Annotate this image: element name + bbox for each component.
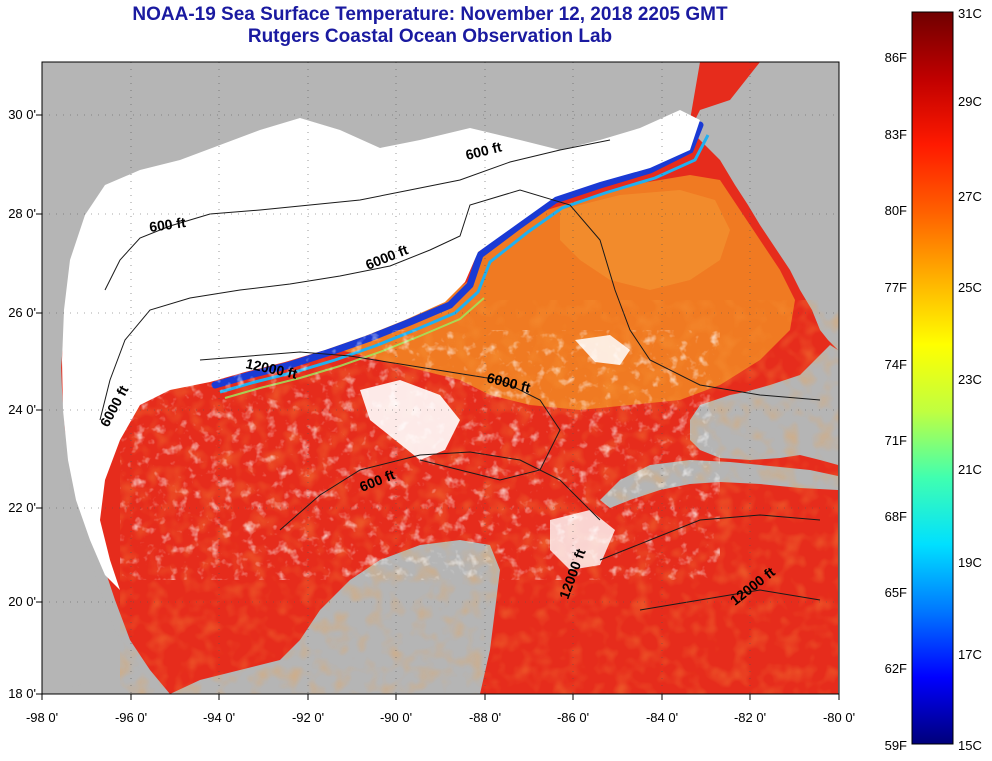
colorbar-c-label: 27C [958, 189, 982, 204]
lat-tick-label: 30 0' [8, 107, 36, 122]
lat-tick-label: 22 0' [8, 500, 36, 515]
lon-tick-label: -90 0' [380, 710, 412, 725]
lat-tick-label: 20 0' [8, 594, 36, 609]
florida-land [690, 62, 838, 350]
warm-orange-region-2 [560, 190, 730, 290]
colorbar-c-label: 29C [958, 94, 982, 109]
title-line-1: NOAA-19 Sea Surface Temperature: Novembe… [132, 4, 728, 25]
contour-6000ft-north [99, 189, 821, 421]
lat-tick-label: 28 0' [8, 206, 36, 221]
lon-tick-label: -84 0' [646, 710, 678, 725]
colorbar-f-label: 80F [885, 203, 907, 218]
colorbar-f-label: 65F [885, 585, 907, 600]
colorbar-f-label: 74F [885, 357, 907, 372]
colorbar-c-label: 19C [958, 555, 982, 570]
title-line-2: Rutgers Coastal Ocean Observation Lab [247, 26, 613, 47]
axis-tick-marks [36, 114, 840, 700]
northern-coast-land [42, 62, 700, 694]
lon-tick-label: -86 0' [557, 710, 589, 725]
cloud-cover-north [62, 110, 700, 590]
colorbar-c-label: 25C [958, 280, 982, 295]
colorbar-celsius-labels: 31C 29C 27C 25C 23C 21C 19C 17C 15C [958, 6, 982, 753]
colorbar [911, 11, 954, 745]
colorbar-f-label: 68F [885, 509, 907, 524]
colorbar-c-label: 31C [958, 6, 982, 21]
cloud-patch-central [360, 380, 460, 460]
cloud-patch-south [550, 510, 615, 570]
lon-tick-label: -96 0' [115, 710, 147, 725]
lat-tick-label: 24 0' [8, 402, 36, 417]
longitude-axis: -98 0' -96 0' -94 0' -92 0' -90 0' -88 0… [26, 710, 855, 725]
map-title: NOAA-19 Sea Surface Temperature: Novembe… [0, 4, 860, 48]
colorbar-f-label: 77F [885, 280, 907, 295]
bathymetry-contours [99, 139, 821, 611]
cloud-patch-east [575, 335, 630, 365]
map-frame [41, 61, 840, 695]
lon-tick-label: -88 0' [469, 710, 501, 725]
colorbar-f-label: 83F [885, 127, 907, 142]
lat-tick-label: 18 0' [8, 686, 36, 701]
contour-600ft-south [279, 451, 601, 531]
colorbar-f-label: 71F [885, 433, 907, 448]
contour-caribbean [599, 514, 821, 561]
colorbar-fahrenheit-labels: 86F 83F 80F 77F 74F 71F 68F 65F 62F 59F [885, 50, 907, 753]
map-plot-area [42, 62, 839, 694]
colorbar-c-label: 23C [958, 372, 982, 387]
lon-tick-label: -94 0' [203, 710, 235, 725]
contour-600ft-north [104, 139, 611, 291]
lat-tick-label: 26 0' [8, 305, 36, 320]
lon-tick-label: -92 0' [292, 710, 324, 725]
contour-12000ft [199, 351, 561, 481]
contour-caribbean-2 [639, 589, 821, 611]
colorbar-f-label: 59F [885, 738, 907, 753]
latitude-axis: 30 0' 28 0' 26 0' 24 0' 22 0' 20 0' 18 0… [8, 107, 36, 701]
colorbar-c-label: 17C [958, 647, 982, 662]
lon-tick-label: -80 0' [823, 710, 855, 725]
contour-label-2: 600 ft [148, 214, 187, 235]
lon-tick-label: -98 0' [26, 710, 58, 725]
colorbar-c-label: 21C [958, 462, 982, 477]
lat-lon-grid [42, 62, 839, 694]
colorbar-f-label: 86F [885, 50, 907, 65]
colorbar-f-label: 62F [885, 661, 907, 676]
lon-tick-label: -82 0' [734, 710, 766, 725]
colorbar-c-label: 15C [958, 738, 982, 753]
